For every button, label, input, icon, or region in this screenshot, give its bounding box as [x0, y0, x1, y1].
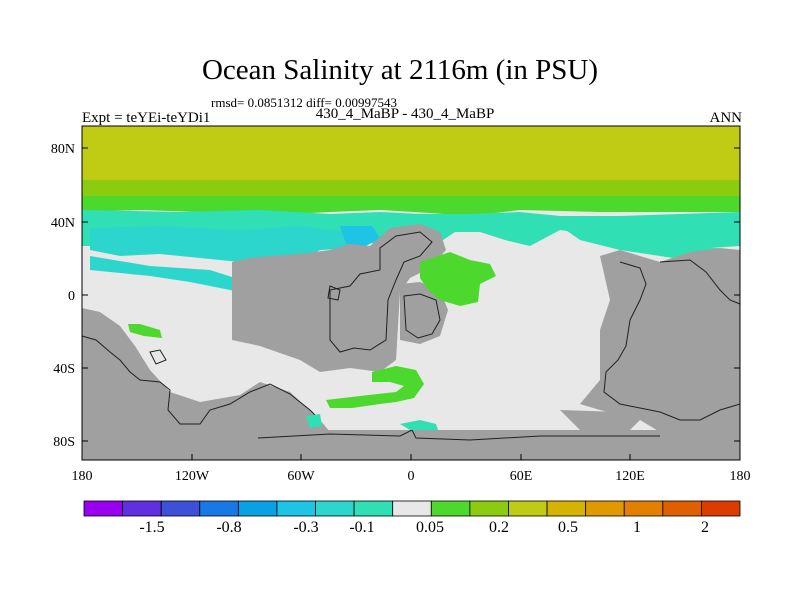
colorbar-swatch — [353, 500, 394, 517]
colorbar-label: 0.2 — [489, 519, 509, 536]
colorbar-label: -0.1 — [349, 519, 374, 536]
land-central-east — [400, 282, 448, 344]
lon-label-60e: 60E — [510, 469, 533, 484]
colorbar-swatch — [662, 500, 702, 517]
coast-east-north — [659, 259, 741, 305]
band-green-north — [82, 180, 740, 198]
land-central-west — [232, 224, 446, 372]
colorbar-swatch — [199, 500, 239, 517]
lat-ticks — [82, 147, 740, 442]
coast-west — [81, 335, 321, 425]
lat-label-40n: 40N — [51, 216, 75, 231]
colorbar-label: 0.5 — [558, 519, 578, 536]
coast-antarctica — [257, 429, 660, 441]
colorbar-swatch — [315, 500, 355, 517]
colorbar-swatch — [83, 500, 123, 517]
lat-label-40s: 40S — [53, 362, 75, 377]
coastlines — [81, 231, 741, 441]
colorbar-label: -0.3 — [293, 519, 318, 536]
patch-green-west — [128, 324, 162, 338]
colorbar-label: -1.5 — [139, 519, 164, 536]
lon-label-120e: 120E — [615, 469, 645, 484]
coast-central — [329, 231, 433, 353]
lon-label-0: 0 — [408, 469, 415, 484]
land-southwest — [82, 308, 330, 432]
land-east-small — [560, 410, 640, 430]
coast-central-east — [403, 293, 441, 339]
colorbar-swatch — [392, 500, 432, 517]
patch-cyan-south — [400, 420, 438, 430]
lon-ticks — [81, 454, 741, 460]
colorbar-swatch — [122, 500, 162, 517]
coast-small-2 — [327, 285, 341, 301]
colorbar-swatch — [237, 500, 278, 517]
colorbar-swatch — [701, 500, 741, 517]
experiment-label: Expt = teYEi-teYDi1 — [82, 110, 211, 126]
season-label: ANN — [709, 110, 743, 126]
land — [82, 224, 740, 460]
patch-cyan-south-2 — [306, 414, 322, 428]
colorbar-label: 1 — [633, 519, 641, 536]
patch-green-south — [326, 366, 424, 408]
coast-small — [149, 349, 167, 365]
colorbar-swatch — [469, 500, 509, 517]
colorbar-labels: -1.5 -0.8 -0.3 -0.1 0.05 0.2 0.5 1 2 — [139, 519, 709, 536]
colorbar-swatch — [623, 500, 664, 517]
colorbar-swatch — [508, 500, 548, 517]
land-east — [580, 248, 740, 432]
colorbar-swatch — [546, 500, 587, 517]
coast-east — [603, 261, 741, 421]
colorbar — [83, 500, 741, 517]
land-antarctica — [82, 430, 740, 460]
colorbar-label: 2 — [701, 519, 709, 536]
colorbar-swatch — [585, 500, 625, 517]
plot-title: Ocean Salinity at 2116m (in PSU) — [201, 54, 599, 86]
colorbar-swatch — [430, 500, 471, 517]
lon-label-120w: 120W — [175, 469, 210, 484]
lon-label-180w: 180 — [72, 469, 93, 484]
lat-label-0: 0 — [68, 289, 75, 304]
lon-label-60w: 60W — [287, 469, 315, 484]
colorbar-label: 0.05 — [416, 519, 444, 536]
band-yellowgreen-north — [82, 126, 740, 182]
lon-label-180e: 180 — [730, 469, 751, 484]
patch-deepcyan-north — [340, 226, 380, 246]
colorbar-label: -0.8 — [216, 519, 241, 536]
lat-label-80n: 80N — [51, 142, 75, 157]
colorbar-swatch — [160, 500, 201, 517]
patch-green-central — [420, 252, 496, 306]
stats-label: rmsd= 0.0851312 diff= 0.00997543 — [211, 95, 397, 110]
lat-label-80s: 80S — [53, 435, 75, 450]
period-label: 430_4_MaBP - 430_4_MaBP — [315, 106, 495, 122]
colorbar-swatch — [276, 500, 316, 517]
